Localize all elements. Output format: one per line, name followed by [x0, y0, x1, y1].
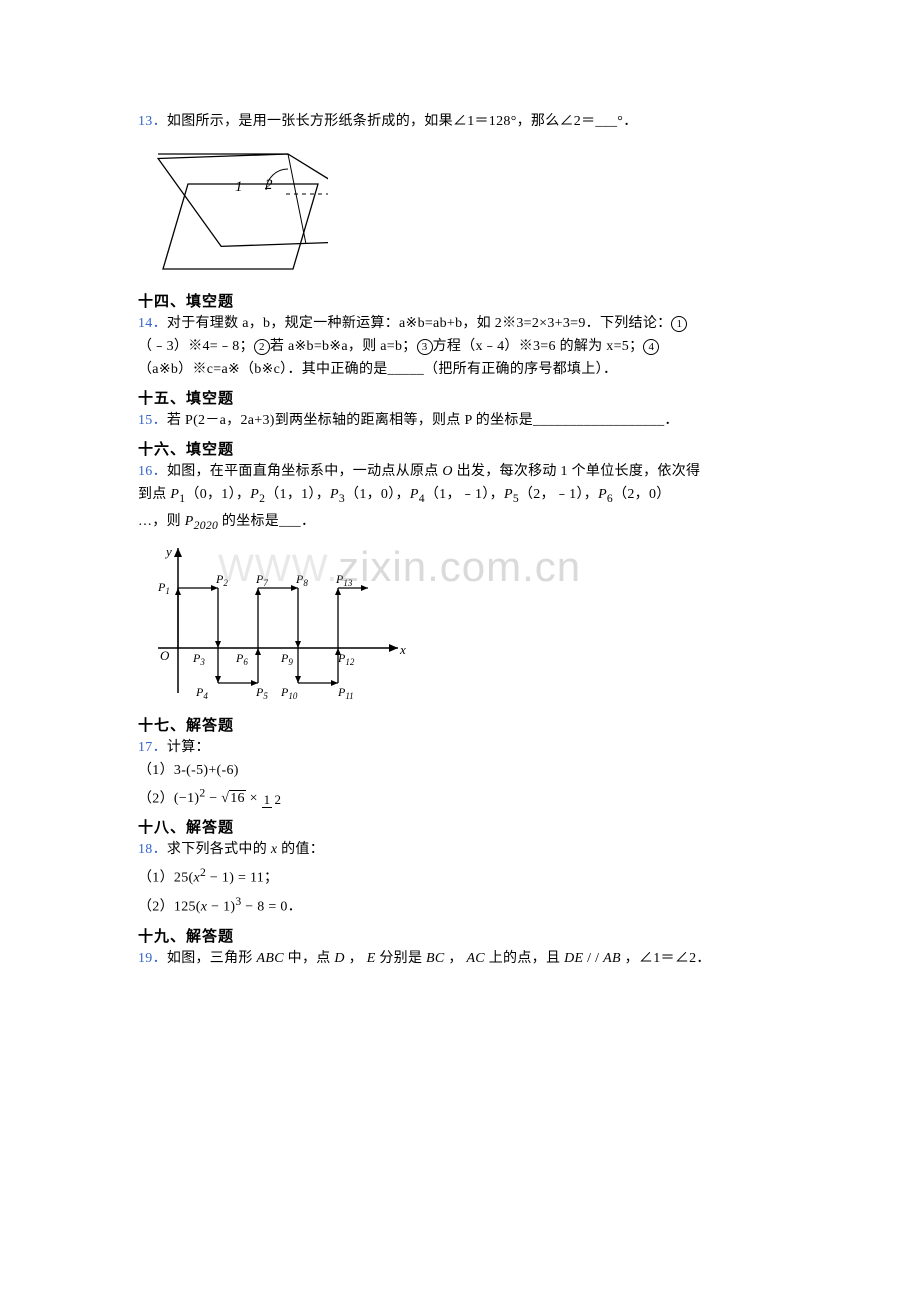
svg-text:P7: P7 [255, 572, 268, 588]
q16-figure: OxyP1P2P3P4P5P6P7P8P9P10P11P12P13 WWW.zi… [138, 543, 782, 708]
svg-text:P10: P10 [280, 685, 298, 701]
q13-figure: 1 2 [138, 139, 782, 284]
svg-text:O: O [160, 648, 170, 663]
q17-num: 17． [138, 740, 167, 755]
q19-text: 如图，三角形 ABC 中，点 D ， E 分别是 BC ， AC 上的点，且 D… [167, 951, 711, 966]
q15-text: 若 P(2－a，2a+3)到两坐标轴的距离相等，则点 P 的坐标是_______… [167, 413, 679, 428]
svg-text:P5: P5 [255, 685, 268, 701]
section-17-title: 十七、解答题 [138, 714, 782, 735]
q14-l2a: （﹣3）※4=﹣8； [138, 339, 254, 354]
section-15-title: 十五、填空题 [138, 387, 782, 408]
svg-text:P3: P3 [192, 651, 205, 667]
section-19-title: 十九、解答题 [138, 925, 782, 946]
svg-text:P13: P13 [335, 572, 353, 588]
q14-l1: 对于有理数 a，b，规定一种新运算：a※b=ab+b，如 2※3=2×3+3=9… [167, 316, 672, 331]
circled-3-icon: 3 [417, 339, 433, 355]
q14-l2c: 方程（x﹣4）※3=6 的解为 x=5； [433, 339, 644, 354]
q13-line: 13．如图所示，是用一张长方形纸条折成的，如果∠1＝128°，那么∠2＝___°… [138, 111, 782, 133]
q14-num: 14． [138, 316, 167, 331]
section-14-title: 十四、填空题 [138, 290, 782, 311]
q19-line: 19．如图，三角形 ABC 中，点 D ， E 分别是 BC ， AC 上的点，… [138, 948, 782, 970]
q18-line: 18．求下列各式中的 x 的值： [138, 839, 782, 861]
q16-line3: …，则 P2020 的坐标是___． [138, 511, 782, 537]
q17-p1: （1）3-(-5)+(-6) [138, 760, 782, 782]
circled-2-icon: 2 [254, 339, 270, 355]
q17-line: 17．计算： [138, 737, 782, 759]
q14-l2b: 若 a※b=b※a，则 a=b； [270, 339, 417, 354]
q16-l2: 到点 P1（0，1），P2（1，1），P3（1，0），P4（1，﹣1），P5（2… [138, 487, 671, 502]
q18-num: 18． [138, 842, 167, 857]
q14-line2: （﹣3）※4=﹣8；2若 a※b=b※a，则 a=b；3方程（x﹣4）※3=6 … [138, 336, 782, 358]
q16-line1: 16．如图，在平面直角坐标系中，一动点从原点 O 出发，每次移动 1 个单位长度… [138, 461, 782, 483]
svg-text:P2: P2 [215, 572, 228, 588]
q14-l3: （a※b）※c=a※（b※c）．其中正确的是_____（把所有正确的序号都填上）… [138, 362, 617, 377]
circled-1-icon: 1 [671, 316, 687, 332]
q15-line: 15．若 P(2－a，2a+3)到两坐标轴的距离相等，则点 P 的坐标是____… [138, 410, 782, 432]
q16-l3b: 的坐标是___． [218, 514, 315, 529]
q16-num: 16． [138, 464, 167, 479]
q16-l1a: 如图，在平面直角坐标系中，一动点从原点 [167, 464, 443, 479]
q15-num: 15． [138, 413, 167, 428]
q13-num: 13． [138, 114, 167, 129]
svg-text:y: y [164, 544, 172, 559]
svg-text:P11: P11 [337, 685, 354, 701]
q18-p2: （2）125(x − 1)3 − 8 = 0． [138, 891, 782, 919]
circled-4-icon: 4 [643, 339, 659, 355]
section-18-title: 十八、解答题 [138, 816, 782, 837]
q18-p1: （1）25(x2 − 1) = 11； [138, 862, 782, 890]
q16-P2020: P2020 [185, 514, 218, 529]
svg-text:P1: P1 [157, 580, 170, 596]
q16-O: O [442, 464, 452, 479]
q16-line2: 到点 P1（0，1），P2（1，1），P3（1，0），P4（1，﹣1），P5（2… [138, 484, 782, 510]
svg-text:x: x [399, 642, 406, 657]
q17-p2: （2）(−1)2 − √16 × 12 [138, 783, 782, 811]
q13-text: 如图所示，是用一张长方形纸条折成的，如果∠1＝128°，那么∠2＝___°． [167, 114, 638, 129]
svg-text:P8: P8 [295, 572, 308, 588]
svg-text:2: 2 [265, 177, 273, 193]
svg-text:P6: P6 [235, 651, 248, 667]
q16-l1b: 出发，每次移动 1 个单位长度，依次得 [453, 464, 701, 479]
q14-line1: 14．对于有理数 a，b，规定一种新运算：a※b=ab+b，如 2※3=2×3+… [138, 313, 782, 335]
q19-num: 19． [138, 951, 167, 966]
svg-text:P9: P9 [280, 651, 293, 667]
svg-text:P4: P4 [195, 685, 208, 701]
q14-line3: （a※b）※c=a※（b※c）．其中正确的是_____（把所有正确的序号都填上）… [138, 359, 782, 381]
q17-title: 计算： [167, 740, 210, 755]
section-16-title: 十六、填空题 [138, 438, 782, 459]
svg-text:P12: P12 [337, 651, 355, 667]
q18-title: 求下列各式中的 x 的值： [167, 842, 324, 857]
svg-text:1: 1 [235, 179, 243, 195]
q16-l3a: …，则 [138, 514, 185, 529]
